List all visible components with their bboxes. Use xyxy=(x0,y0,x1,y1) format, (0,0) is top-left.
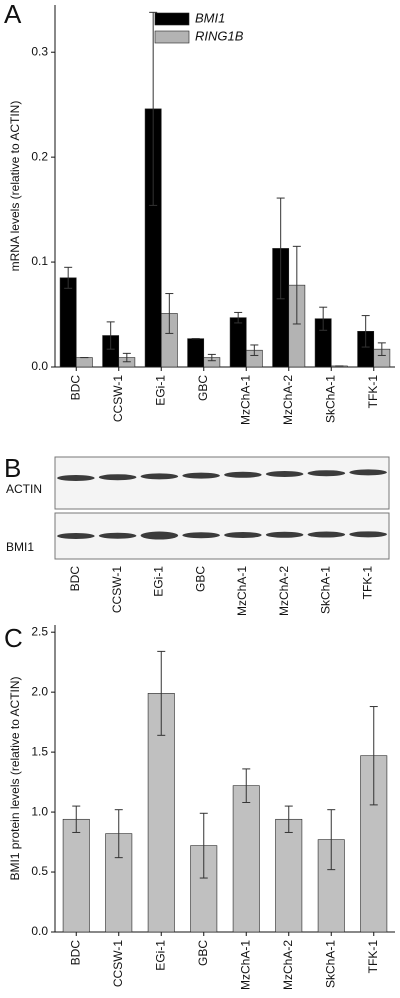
error-bar xyxy=(207,353,216,362)
y-tick-label: 0.0 xyxy=(31,359,48,373)
blot-band xyxy=(307,470,346,477)
error-bar xyxy=(292,245,301,325)
blot-band xyxy=(307,531,346,538)
blot-band xyxy=(349,531,387,538)
panel-label: A xyxy=(4,0,22,29)
blot-band xyxy=(224,471,262,478)
x-tick-label: SkChA-1 xyxy=(323,375,337,423)
legend-label: RING1B xyxy=(195,28,244,43)
error-bar xyxy=(242,768,251,803)
error-bar xyxy=(234,311,243,324)
y-tick-label: 0.1 xyxy=(31,254,48,268)
error-bar xyxy=(114,809,123,859)
y-tick-label: 1.5 xyxy=(31,744,48,758)
error-bar xyxy=(319,306,328,331)
error-bar xyxy=(199,812,208,879)
blot-band xyxy=(349,469,387,476)
blot-lane-label: MzChA-1 xyxy=(235,566,249,616)
blot-band xyxy=(182,532,220,539)
x-tick-label: SkChA-1 xyxy=(323,940,337,988)
y-tick-label: 0.2 xyxy=(31,149,48,163)
blot-frame xyxy=(54,456,390,510)
blot-band xyxy=(98,474,137,481)
blot-band xyxy=(265,531,304,538)
bar xyxy=(190,845,218,933)
blot-row-label: BMI1 xyxy=(6,540,34,554)
y-tick-label: 0.3 xyxy=(31,44,48,58)
x-tick-label: MzChA-1 xyxy=(238,940,252,990)
error-bar xyxy=(149,11,158,206)
y-axis-label: mRNA levels (relative to ACTIN) xyxy=(8,101,22,272)
error-bar xyxy=(361,315,370,348)
x-tick-label: CCSW-1 xyxy=(111,375,125,422)
x-tick-label: MzChA-2 xyxy=(281,940,295,990)
bar xyxy=(59,277,77,368)
x-tick-label: MzChA-1 xyxy=(238,375,252,425)
bar xyxy=(229,317,247,368)
y-tick-label: 2.5 xyxy=(31,624,48,638)
x-tick-label: EGi-1 xyxy=(153,375,167,406)
x-tick-label: TFK-1 xyxy=(366,940,380,974)
y-tick-label: 0.5 xyxy=(31,864,48,878)
x-tick-label: GBC xyxy=(196,375,210,401)
bar xyxy=(62,818,90,933)
blot-row-label: ACTIN xyxy=(6,482,42,496)
panel-label: B xyxy=(4,453,21,483)
blot-band xyxy=(57,475,95,481)
y-tick-label: 0.0 xyxy=(31,924,48,938)
error-bar xyxy=(157,650,166,736)
y-tick-label: 1.0 xyxy=(31,804,48,818)
y-tick-label: 2.0 xyxy=(31,684,48,698)
blot-band xyxy=(182,472,220,479)
error-bar xyxy=(122,352,131,363)
error-bar xyxy=(327,809,336,871)
blot-band xyxy=(140,531,179,540)
error-bar xyxy=(250,344,259,356)
blot-band xyxy=(224,532,262,539)
blot-band xyxy=(140,473,179,480)
legend-swatch xyxy=(154,12,190,26)
blot-lane-label: MzChA-2 xyxy=(277,566,291,616)
x-tick-label: TFK-1 xyxy=(366,375,380,409)
panel-label: C xyxy=(4,623,23,653)
legend-label: BMI1 xyxy=(195,10,225,25)
blot-lane-label: BDC xyxy=(68,566,82,592)
blot-band xyxy=(265,471,304,477)
blot-lane-label: CCSW-1 xyxy=(110,566,124,613)
error-bar xyxy=(276,197,285,300)
error-bar xyxy=(377,342,386,356)
bar xyxy=(187,338,205,368)
x-tick-label: MzChA-2 xyxy=(281,375,295,425)
blot-lane-label: TFK-1 xyxy=(360,566,374,600)
error-bar xyxy=(165,293,174,334)
error-bar xyxy=(106,321,115,350)
bar xyxy=(75,357,93,368)
legend-swatch xyxy=(154,30,190,44)
blot-band xyxy=(98,532,137,539)
x-tick-label: EGi-1 xyxy=(153,940,167,971)
blot-lane-label: SkChA-1 xyxy=(319,566,333,614)
bar xyxy=(275,818,303,933)
y-axis-label: BMI1 protein levels (relative to ACTIN) xyxy=(8,676,22,880)
bar xyxy=(232,785,260,933)
blot-lane-label: GBC xyxy=(193,566,207,592)
error-bar xyxy=(284,805,293,833)
x-tick-label: BDC xyxy=(68,940,82,966)
blot-lane-label: EGi-1 xyxy=(152,566,166,597)
error-bar xyxy=(72,805,81,833)
error-bar xyxy=(369,706,378,806)
x-tick-label: BDC xyxy=(68,375,82,401)
x-tick-label: GBC xyxy=(196,940,210,966)
x-tick-label: CCSW-1 xyxy=(111,940,125,987)
blot-band xyxy=(57,533,95,539)
error-bar xyxy=(64,266,73,289)
